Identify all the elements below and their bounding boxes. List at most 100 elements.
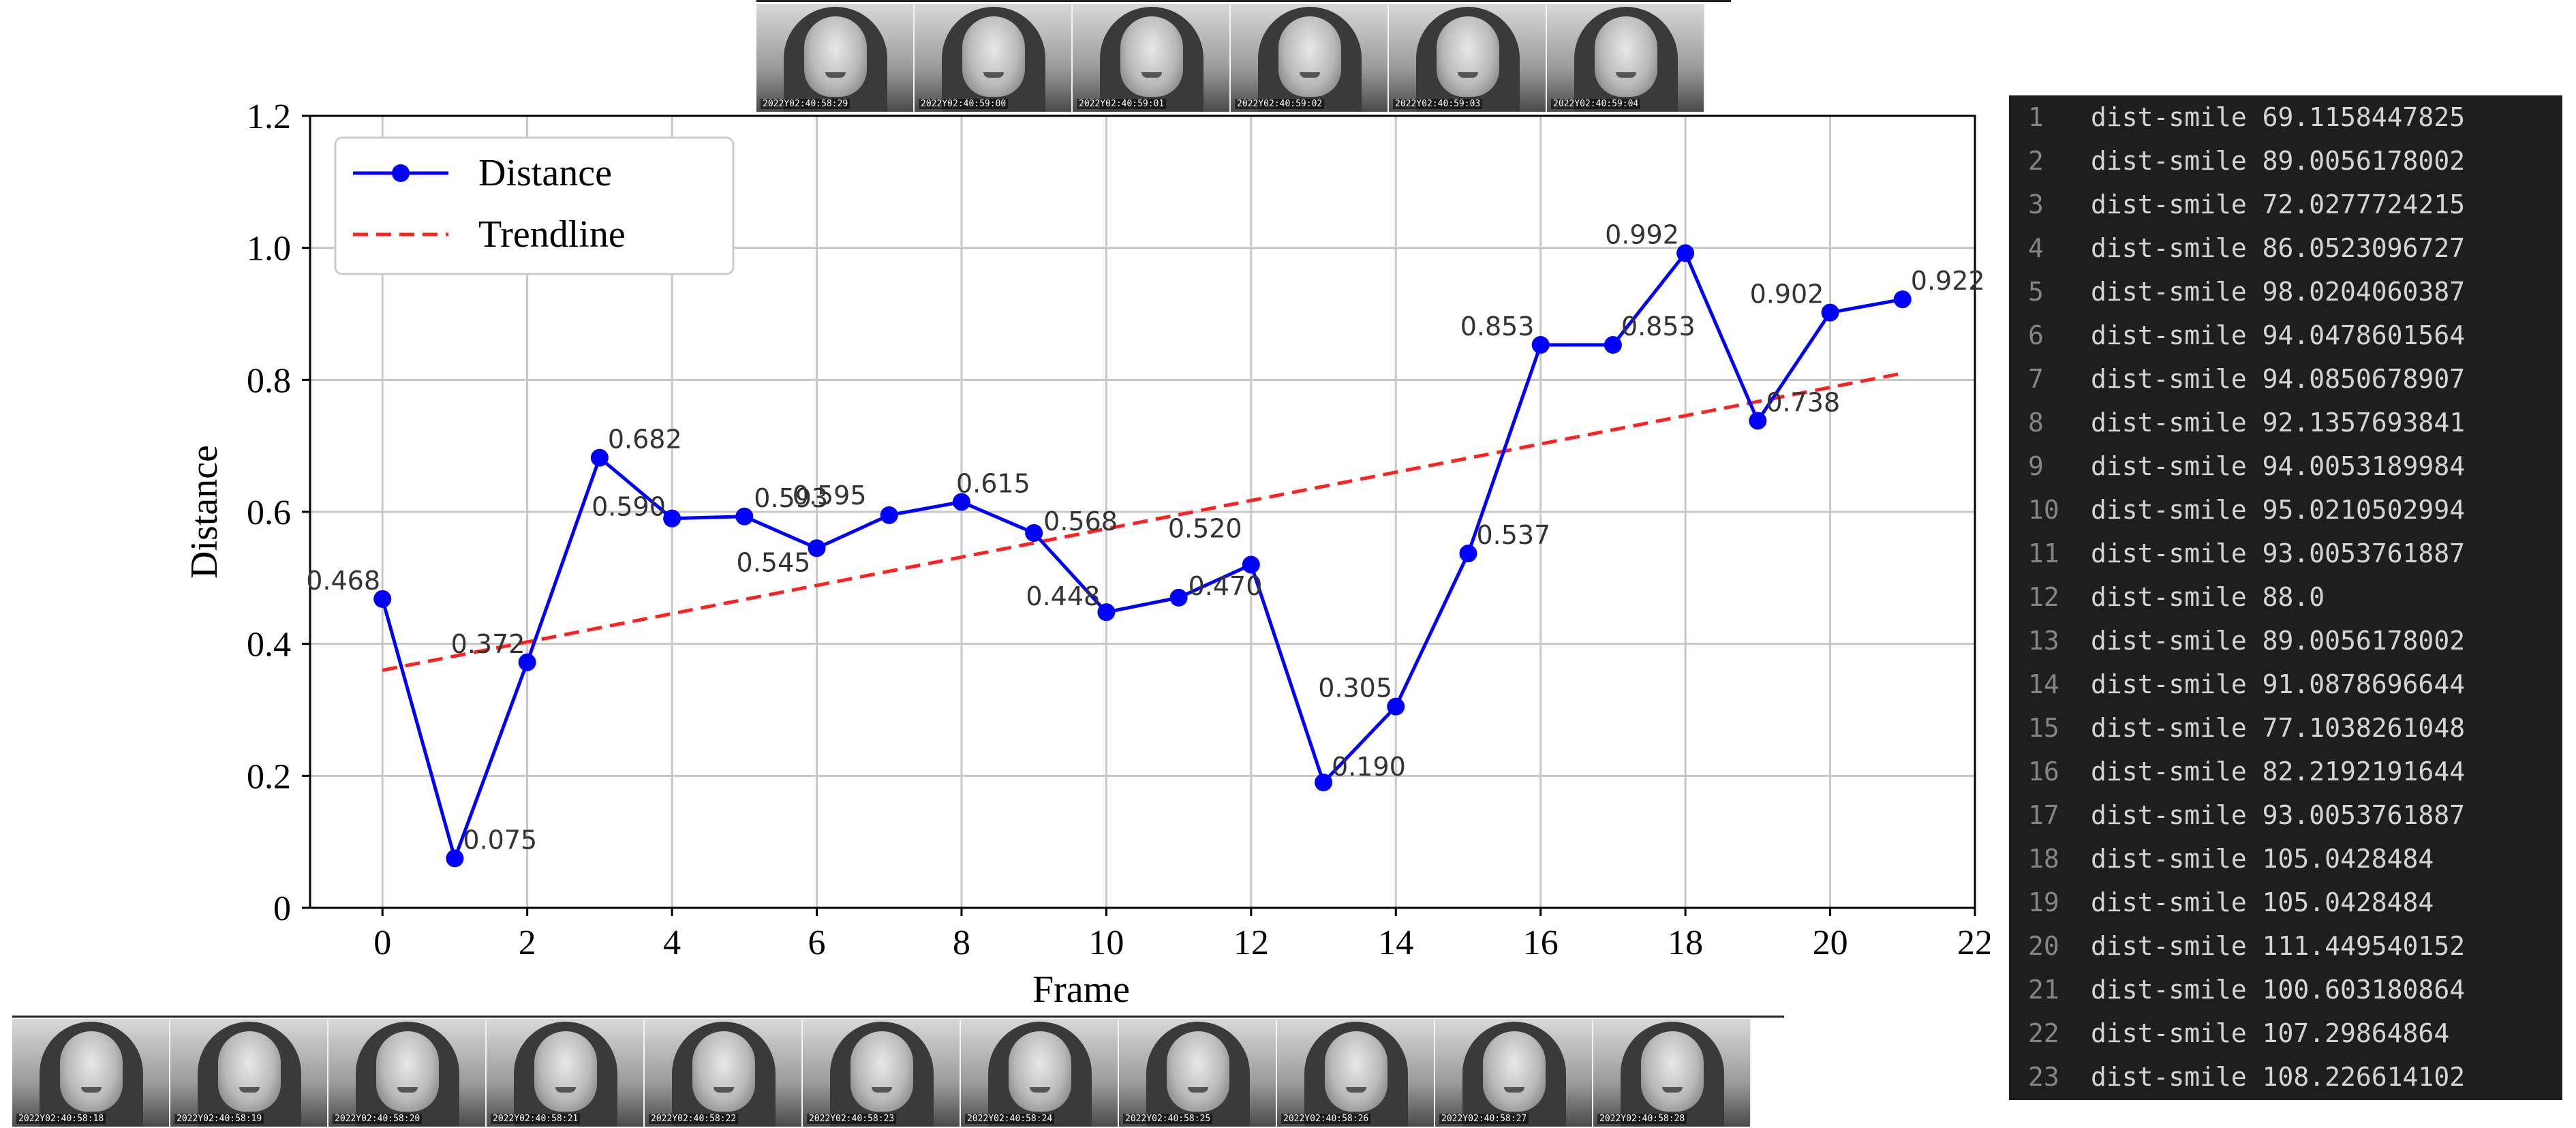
- data-label: 0.593: [754, 483, 828, 513]
- timestamp-label: 2022Y02:40:58:25: [1123, 1114, 1213, 1124]
- code-line: 9 dist-smile 94.0053189984: [2009, 444, 2562, 488]
- data-label: 0.902: [1750, 279, 1824, 309]
- y-tick-label: 1.0: [247, 230, 291, 269]
- distance-data-point: [1604, 336, 1622, 354]
- timestamp-label: 2022Y02:40:59:01: [1077, 99, 1167, 109]
- data-label: 0.545: [737, 547, 811, 577]
- line-text: dist-smile 95.0210502994: [2091, 495, 2466, 525]
- line-number: 15: [2028, 713, 2059, 743]
- top-frame-thumbnail: 2022Y02:40:58:29: [756, 4, 915, 112]
- data-label: 0.992: [1605, 219, 1679, 249]
- line-number: 5: [2028, 277, 2044, 307]
- timestamp-label: 2022Y02:40:58:19: [174, 1114, 264, 1124]
- line-number: 1: [2028, 102, 2044, 132]
- data-label: 0.372: [451, 629, 525, 659]
- code-line: 7 dist-smile 94.0850678907: [2009, 357, 2562, 401]
- data-label: 0.470: [1189, 571, 1263, 601]
- data-label: 0.682: [608, 425, 682, 455]
- legend-distance-marker: [392, 164, 410, 182]
- face-shape: [1325, 1031, 1387, 1112]
- face-shape: [376, 1031, 439, 1112]
- line-text: dist-smile 94.0053189984: [2091, 451, 2466, 481]
- data-label: 0.305: [1318, 673, 1392, 703]
- mouth-shape: [81, 1087, 102, 1093]
- line-number: 18: [2028, 844, 2059, 874]
- line-text: dist-smile 89.0056178002: [2091, 146, 2466, 176]
- line-text: dist-smile 105.0428484: [2091, 887, 2434, 917]
- x-axis-title: Frame: [1032, 969, 1130, 1011]
- line-text: dist-smile 107.29864864: [2091, 1018, 2450, 1048]
- code-line: 17 dist-smile 93.0053761887: [2009, 793, 2562, 837]
- mouth-shape: [1458, 72, 1478, 78]
- distance-line-chart: 0 2 4 6 8 10 12 14 16 18 20 22 0 0.2 0.4 0.6 0.8 1.0 1.2 Fr…: [183, 97, 1990, 1011]
- line-number: 3: [2028, 189, 2044, 219]
- data-label: 0.853: [1621, 311, 1696, 341]
- trendline: [382, 371, 1903, 672]
- x-tick-label: 14: [1378, 924, 1413, 962]
- distance-data-point: [1387, 697, 1405, 716]
- line-number: 22: [2028, 1018, 2059, 1048]
- code-line: 12 dist-smile 88.0: [2009, 575, 2562, 619]
- bottom-frame-thumbnail: 2022Y02:40:58:26: [1277, 1019, 1435, 1127]
- bottom-frame-thumbnail: 2022Y02:40:58:24: [961, 1019, 1119, 1127]
- face-shape: [1278, 16, 1341, 97]
- x-tick-label: 10: [1088, 924, 1124, 962]
- mouth-shape: [872, 1087, 892, 1093]
- timestamp-label: 2022Y02:40:58:22: [649, 1114, 739, 1124]
- code-line: 1 dist-smile 69.1158447825: [2009, 95, 2562, 139]
- data-label: 0.615: [956, 468, 1030, 498]
- line-number: 11: [2028, 538, 2059, 568]
- distance-data-point: [952, 493, 970, 511]
- face-shape: [692, 1031, 755, 1112]
- distance-data-point: [1242, 555, 1260, 574]
- code-line: 19 dist-smile 105.0428484: [2009, 881, 2562, 924]
- line-text: dist-smile 69.1158447825: [2091, 102, 2466, 132]
- face-shape: [218, 1031, 281, 1112]
- line-text: dist-smile 94.0478601564: [2091, 320, 2466, 350]
- top-frame-thumbnail: 2022Y02:40:59:03: [1389, 4, 1547, 112]
- top-frame-thumbnail: 2022Y02:40:59:02: [1231, 4, 1389, 112]
- top-frame-thumbnail: 2022Y02:40:59:01: [1073, 4, 1231, 112]
- face-shape: [962, 16, 1025, 97]
- line-number: 23: [2028, 1062, 2059, 1092]
- timestamp-label: 2022Y02:40:58:18: [16, 1114, 106, 1124]
- data-label: 0.595: [793, 481, 867, 510]
- face-shape: [1167, 1031, 1229, 1112]
- x-tick-label: 20: [1813, 924, 1848, 962]
- y-tick-label: 0.2: [247, 757, 291, 796]
- bottom-frame-thumbnail: 2022Y02:40:58:21: [487, 1019, 645, 1127]
- line-number: 6: [2028, 320, 2044, 350]
- distance-data-point: [808, 539, 826, 558]
- face-shape: [1120, 16, 1183, 97]
- mouth-shape: [714, 1087, 734, 1093]
- distance-data-point: [1097, 603, 1116, 622]
- line-number: 16: [2028, 757, 2059, 787]
- bottom-frame-strip: 2022Y02:40:58:18 2022Y02:40:58:19 2022Y02:…: [12, 1019, 1751, 1127]
- mouth-shape: [1662, 1087, 1683, 1093]
- code-line: 18 dist-smile 105.0428484: [2009, 837, 2562, 881]
- y-tick-label: 0.4: [247, 626, 291, 665]
- line-number: 17: [2028, 800, 2059, 830]
- mouth-shape: [1188, 1087, 1208, 1093]
- code-line: 8 dist-smile 92.1357693841: [2009, 401, 2562, 444]
- bottom-strip-border: [12, 1016, 1784, 1018]
- bottom-frame-thumbnail: 2022Y02:40:58:18: [12, 1019, 170, 1127]
- code-line: 13 dist-smile 89.0056178002: [2009, 619, 2562, 662]
- bottom-frame-thumbnail: 2022Y02:40:58:20: [328, 1019, 487, 1127]
- distance-data-point: [1821, 303, 1839, 322]
- mouth-shape: [397, 1087, 418, 1093]
- data-label: 0.738: [1766, 387, 1840, 417]
- data-label: 0.448: [1026, 581, 1100, 611]
- line-number: 9: [2028, 451, 2044, 481]
- distance-data-point: [1749, 412, 1767, 430]
- distance-data-point: [373, 590, 392, 608]
- y-axis-title: Distance: [183, 445, 226, 579]
- code-panel: 1 dist-smile 69.1158447825 2 dist-smile 89.…: [2009, 95, 2562, 1100]
- distance-data-point: [446, 849, 464, 868]
- distance-data-point: [518, 653, 536, 671]
- x-tick-label: 12: [1233, 924, 1269, 962]
- face-shape: [850, 1031, 913, 1112]
- line-text: dist-smile 100.603180864: [2091, 975, 2466, 1005]
- face-shape: [534, 1031, 597, 1112]
- distance-data-point: [735, 507, 754, 525]
